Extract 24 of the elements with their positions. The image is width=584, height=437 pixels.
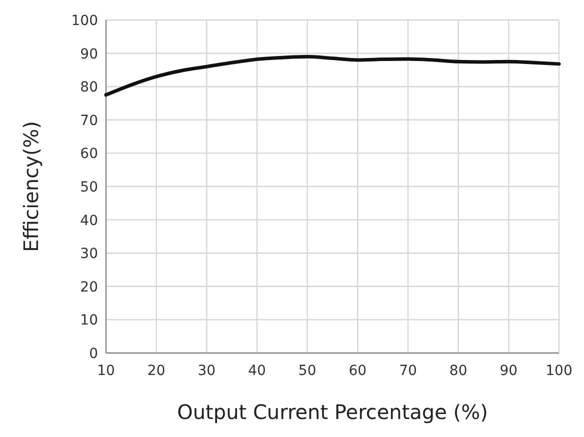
y-tick-label: 90 <box>80 46 98 62</box>
y-tick-label: 60 <box>80 146 98 162</box>
y-tick-label: 40 <box>80 212 98 229</box>
x-tick-label: 80 <box>449 363 468 379</box>
y-tick-label: 0 <box>89 346 98 362</box>
line-series <box>104 54 561 97</box>
x-tick-label: 70 <box>399 363 417 379</box>
y-tick-label: 10 <box>80 312 98 329</box>
y-axis-title: Efficiency(%) <box>19 121 43 252</box>
y-tick-label: 30 <box>80 246 98 262</box>
y-tick-label: 100 <box>71 13 98 29</box>
x-tick-label: 20 <box>147 363 166 379</box>
y-tick-label: 50 <box>80 180 98 196</box>
y-tick-label: 70 <box>80 112 98 129</box>
x-tick-label: 60 <box>348 363 367 379</box>
x-axis-title: Output Current Percentage (%) <box>177 400 488 424</box>
y-tick-label: 80 <box>80 80 98 96</box>
x-tick-label: 90 <box>500 363 518 379</box>
y-tick-label: 20 <box>80 279 98 296</box>
x-tick-label: 40 <box>248 363 266 379</box>
x-tick-label: 100 <box>546 363 572 379</box>
x-tick-label: 30 <box>198 363 216 379</box>
x-tick-label: 50 <box>298 363 316 379</box>
x-tick-label: 10 <box>97 363 115 379</box>
